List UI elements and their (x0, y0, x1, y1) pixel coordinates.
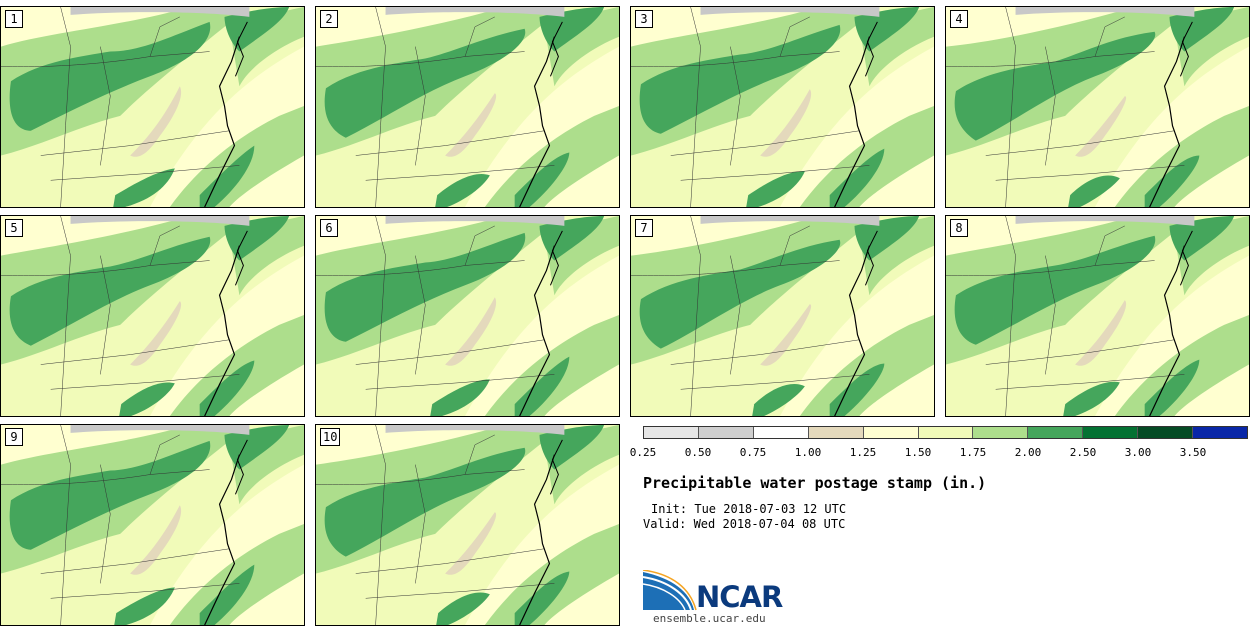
colorbar-tick-label: 1.75 (959, 446, 987, 459)
colorbar-segment (863, 427, 919, 438)
member-panel-6: 6 (315, 215, 620, 417)
precip-map (946, 216, 1249, 416)
precip-map (946, 7, 1249, 207)
member-number: 6 (320, 219, 338, 237)
member-number: 3 (635, 10, 653, 28)
site-url: ensemble.ucar.edu (653, 612, 766, 625)
member-panel-1: 1 (0, 6, 305, 208)
init-time: Init: Tue 2018-07-03 12 UTC (651, 502, 847, 516)
colorbar-tick-label: 1.00 (794, 446, 822, 459)
colorbar-segment (1138, 427, 1194, 438)
colorbar-segment (644, 427, 699, 438)
member-panel-2: 2 (315, 6, 620, 208)
colorbar-tick-label: 2.50 (1069, 446, 1097, 459)
colorbar-tick-label: 0.25 (629, 446, 657, 459)
colorbar-segment (1193, 427, 1247, 438)
member-number: 9 (5, 428, 23, 446)
member-number: 10 (320, 428, 341, 446)
precip-map (1, 425, 304, 625)
colorbar-segment (1028, 427, 1084, 438)
precip-map (316, 425, 619, 625)
member-number: 2 (320, 10, 338, 28)
figure-title: Precipitable water postage stamp (in.) (643, 474, 987, 492)
colorbar-tick-label: 1.25 (849, 446, 877, 459)
precip-map (1, 216, 304, 416)
precip-map (1, 7, 304, 207)
colorbar-tick-label: 2.00 (1014, 446, 1042, 459)
member-panel-5: 5 (0, 215, 305, 417)
member-panel-4: 4 (945, 6, 1250, 208)
member-number: 7 (635, 219, 653, 237)
colorbar (643, 426, 1248, 439)
colorbar-segment (973, 427, 1029, 438)
colorbar-tick-label: 0.75 (739, 446, 767, 459)
colorbar-segment (808, 427, 864, 438)
member-number: 8 (950, 219, 968, 237)
colorbar-tick-label: 0.50 (684, 446, 712, 459)
colorbar-segment (918, 427, 974, 438)
member-panel-9: 9 (0, 424, 305, 626)
member-panel-8: 8 (945, 215, 1250, 417)
member-number: 1 (5, 10, 23, 28)
colorbar-tick-label: 3.50 (1179, 446, 1207, 459)
valid-time: Valid: Wed 2018-07-04 08 UTC (643, 517, 846, 531)
member-panel-3: 3 (630, 6, 935, 208)
ncar-logo-icon (642, 570, 697, 611)
ncar-logo-text: NCAR (696, 580, 783, 614)
colorbar-segment (1083, 427, 1139, 438)
precip-map (631, 7, 934, 207)
member-number: 5 (5, 219, 23, 237)
colorbar-ticks: 0.25 0.50 0.75 1.00 1.25 1.50 1.75 2.00 2.50 3.00… (630, 446, 1250, 460)
colorbar-segment (753, 427, 809, 438)
member-panel-10: 10 (315, 424, 620, 626)
member-number: 4 (950, 10, 968, 28)
colorbar-tick-label: 1.50 (904, 446, 932, 459)
precip-map (631, 216, 934, 416)
precip-map (316, 7, 619, 207)
colorbar-tick-label: 3.00 (1124, 446, 1152, 459)
precip-map (316, 216, 619, 416)
colorbar-segment (698, 427, 754, 438)
member-panel-7: 7 (630, 215, 935, 417)
